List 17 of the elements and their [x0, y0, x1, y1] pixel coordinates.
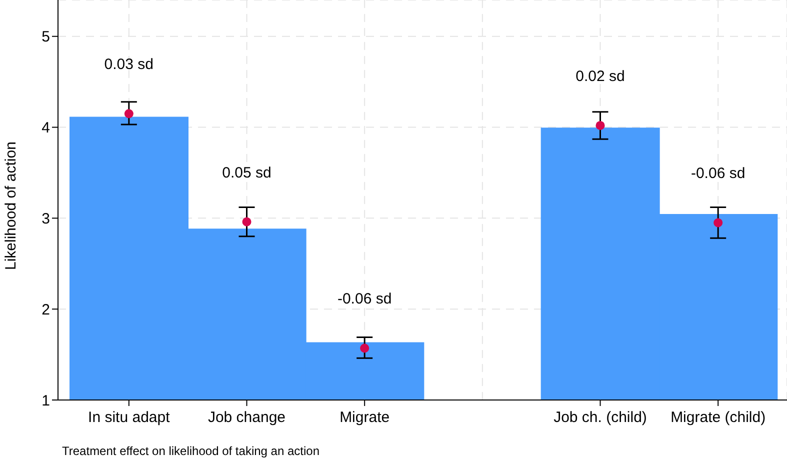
- x-tick-label: Migrate: [340, 409, 390, 426]
- text: Treatment effect on likelihood of taking an action: [62, 444, 320, 458]
- y-tick-label: 4: [42, 120, 50, 137]
- annotation: -0.06 sd: [337, 290, 392, 308]
- y-tick-label: 3: [42, 210, 50, 228]
- annotation: 0.02 sd: [576, 68, 625, 85]
- y-tick-label: 2: [42, 301, 50, 318]
- y-axis-title: Likelihood of action: [2, 142, 20, 270]
- x-tick-label: Migrate (child): [670, 409, 766, 426]
- y-tick-label: 1: [42, 392, 50, 410]
- annotation: 0.05 sd: [222, 164, 272, 182]
- x-tick-label: Job ch. (child): [554, 409, 647, 426]
- x-tick-label: In situ adapt: [88, 409, 171, 426]
- x-tick-label: Job change: [208, 409, 286, 426]
- annotation: -0.06 sd: [690, 165, 746, 182]
- y-tick-label: 5: [42, 28, 50, 46]
- annotation: 0.03 sd: [104, 56, 154, 74]
